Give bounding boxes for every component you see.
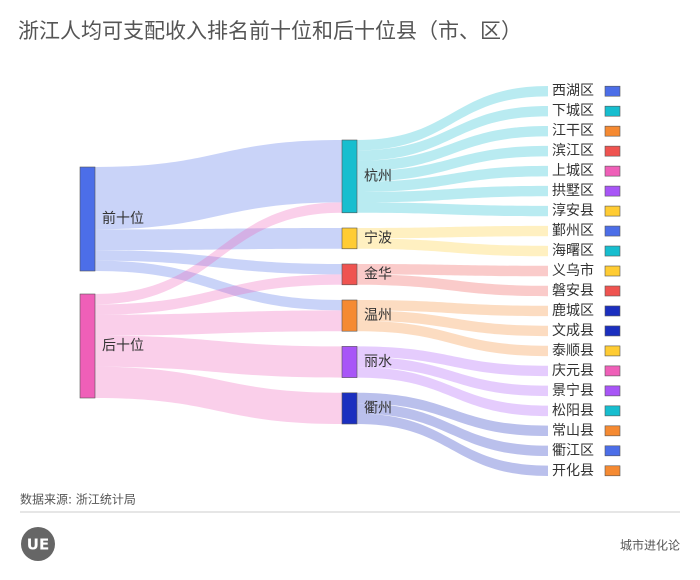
link	[357, 165, 548, 192]
legend-swatch	[604, 145, 621, 157]
node-label: 上城区	[552, 163, 594, 179]
node-label: 开化县	[552, 463, 594, 479]
logo-badge	[21, 527, 55, 561]
link	[357, 320, 548, 357]
legend-swatch	[604, 165, 621, 177]
node-label: 江干区	[552, 123, 594, 139]
node-label: 滨江区	[552, 143, 594, 159]
node-label: 下城区	[552, 103, 594, 119]
node-label: 温州	[364, 308, 392, 324]
node-label: 海曙区	[552, 243, 594, 259]
node-label: 西湖区	[552, 83, 594, 99]
link	[357, 202, 548, 217]
link	[357, 264, 548, 277]
legend-swatch	[604, 305, 621, 317]
link	[95, 202, 342, 305]
link	[95, 140, 342, 230]
node	[341, 392, 358, 425]
legend-swatch	[604, 285, 621, 297]
node-label: 宁波	[364, 229, 392, 246]
legend-swatch	[604, 425, 621, 437]
link	[95, 274, 342, 315]
link	[357, 310, 548, 337]
legend-swatch	[604, 105, 621, 117]
link	[357, 105, 548, 161]
link	[357, 346, 548, 377]
node-label: 衢江区	[552, 442, 594, 459]
link	[357, 185, 548, 203]
node-label: 金华	[364, 266, 392, 282]
legend-swatch	[604, 85, 621, 97]
legend-swatch	[604, 325, 621, 337]
legend-swatch	[604, 265, 621, 277]
node-label: 后十位	[102, 338, 144, 354]
link	[95, 335, 342, 378]
link	[357, 392, 548, 437]
node-label: 景宁县	[552, 382, 594, 399]
legend-swatch	[604, 385, 621, 397]
link	[357, 225, 548, 239]
link	[357, 413, 548, 476]
node-label: 义乌市	[552, 262, 594, 279]
node-label: 前十位	[102, 210, 144, 227]
node-label: 常山县	[552, 423, 594, 439]
link	[357, 145, 548, 182]
link	[357, 86, 548, 151]
link	[357, 125, 548, 172]
node-label: 文成县	[552, 323, 594, 339]
legend-swatch	[604, 205, 621, 217]
brand: 城市进化论	[620, 538, 680, 553]
link	[95, 228, 342, 251]
node-label: 衢州	[364, 399, 392, 416]
node-label: 杭州	[364, 168, 392, 184]
link	[357, 238, 548, 257]
node-label: 磐安县	[552, 283, 594, 299]
node-label: 拱墅区	[552, 183, 594, 199]
link	[95, 366, 342, 424]
legend-swatch	[604, 225, 621, 237]
node-label: 庆元县	[552, 363, 594, 379]
link	[357, 367, 548, 417]
legend-swatch	[604, 345, 621, 357]
legend-swatch	[604, 405, 621, 417]
legend-swatch	[604, 365, 621, 377]
legend-swatch	[604, 185, 621, 197]
link	[95, 310, 342, 336]
node	[341, 299, 358, 332]
node-label: 泰顺县	[552, 343, 594, 359]
chart-title: 浙江人均可支配收入排名前十位和后十位县（市、区）	[18, 19, 522, 43]
source-note: 数据来源: 浙江统计局	[20, 492, 136, 507]
node	[341, 263, 358, 286]
node-label: 鄞州区	[552, 223, 594, 239]
node-label: 淳安县	[552, 202, 594, 219]
legend-swatch	[604, 465, 621, 477]
node	[341, 346, 358, 378]
legend-swatch	[604, 445, 621, 457]
link	[357, 356, 548, 397]
node-label: 松阳县	[552, 403, 594, 419]
legend-swatch	[604, 245, 621, 257]
node	[341, 227, 358, 250]
link	[357, 274, 548, 297]
links	[95, 86, 548, 476]
node-label: 鹿城区	[552, 302, 594, 319]
link	[95, 260, 342, 311]
logo: UE	[27, 536, 49, 554]
legend-swatch	[604, 125, 621, 137]
node-label: 丽水	[364, 354, 392, 370]
link	[357, 300, 548, 317]
node	[341, 139, 358, 214]
link	[95, 250, 342, 275]
node	[79, 166, 96, 272]
link	[357, 403, 548, 457]
node	[79, 293, 96, 399]
